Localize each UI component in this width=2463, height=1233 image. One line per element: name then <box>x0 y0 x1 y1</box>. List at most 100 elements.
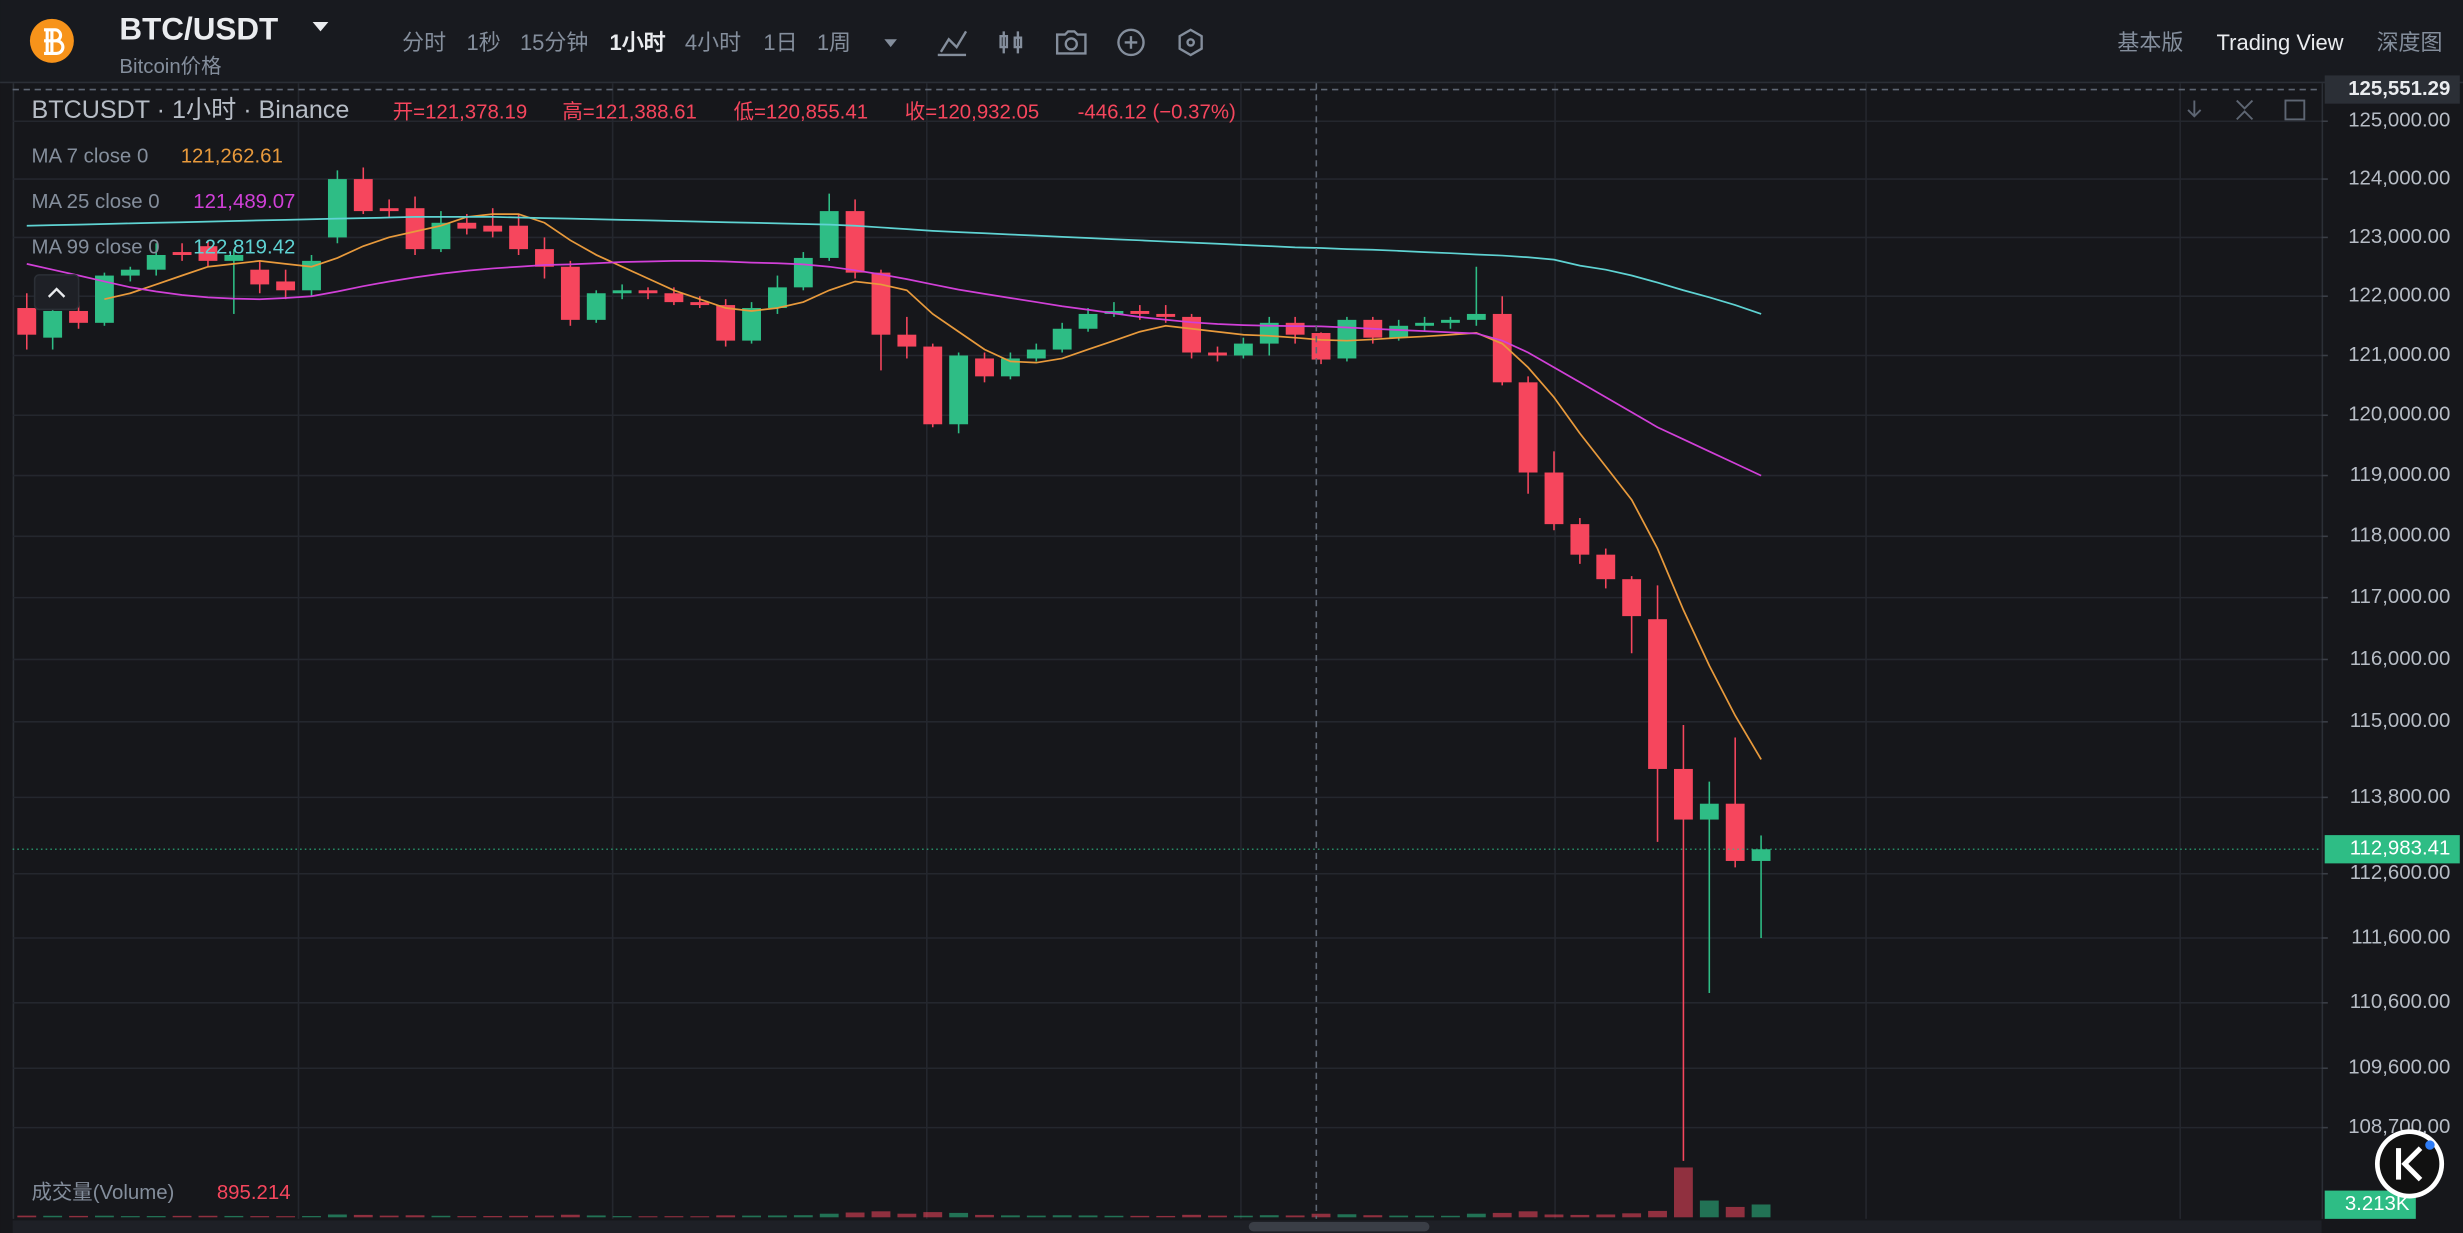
camera-icon[interactable] <box>1055 30 1087 55</box>
view-tab[interactable]: 深度图 <box>2377 30 2443 55</box>
volume-bar <box>43 1215 63 1218</box>
ma-legend-name: MA 99 close 0 <box>31 237 159 259</box>
interval-more[interactable] <box>884 39 897 48</box>
interval-tab[interactable]: 1周 <box>817 30 851 55</box>
volume-bar <box>250 1216 270 1218</box>
volume-bar <box>198 1215 218 1218</box>
candle-body <box>845 211 865 273</box>
interval-tab[interactable]: 1秒 <box>467 30 501 55</box>
candle-body <box>1441 319 1460 323</box>
candle-body <box>509 225 529 250</box>
volume-bar <box>1285 1215 1305 1218</box>
candle-body <box>69 310 88 323</box>
volume-bar <box>353 1214 373 1218</box>
y-tick-label: 118,000.00 <box>2350 525 2451 547</box>
y-tick-label: 122,000.00 <box>2348 285 2450 307</box>
volume-bar <box>1182 1214 1202 1218</box>
ohlc-info: 开=121,378.19 <box>393 101 527 123</box>
interval-tab[interactable]: 分时 <box>402 30 446 55</box>
subtitle[interactable]: Bitcoin价格 <box>119 55 221 78</box>
volume-bar <box>327 1214 347 1218</box>
volume-bar <box>431 1215 451 1218</box>
candle-body <box>327 179 347 238</box>
k-logo-glyph <box>2396 1146 2423 1182</box>
volume-bar <box>923 1212 943 1218</box>
candle-body <box>1570 524 1590 555</box>
y-tick-label: 113,800.00 <box>2350 786 2451 808</box>
candle-body <box>1751 849 1771 861</box>
candle-body <box>146 254 166 270</box>
volume-bar <box>612 1216 632 1218</box>
volume-bar <box>690 1216 710 1218</box>
add-icon[interactable] <box>1117 28 1145 57</box>
labels: 125,000.00 124,000.00 123,000.00 122,000.00… <box>31 75 2460 1219</box>
volume-bar <box>845 1212 865 1218</box>
line-chart-icon[interactable] <box>937 30 968 57</box>
volume-bar <box>1673 1167 1693 1218</box>
symbol[interactable]: BTC/USDT <box>119 12 278 47</box>
candle-body <box>353 179 373 212</box>
candle-body <box>1078 313 1098 329</box>
candle-body <box>742 308 761 341</box>
volume-bar <box>1233 1215 1253 1218</box>
collapse-legend-button[interactable] <box>33 274 80 311</box>
y-tick-label: 120,000.00 <box>2348 404 2450 426</box>
candle-body <box>198 246 218 261</box>
volume-bar <box>1441 1215 1460 1218</box>
settings-icon[interactable] <box>1178 28 1203 57</box>
volume-bar <box>1000 1215 1020 1218</box>
candle-body <box>949 355 969 425</box>
volume-bar <box>1415 1215 1434 1218</box>
ohlc-info: -446.12 (−0.37%) <box>1078 101 1236 123</box>
candle-body <box>1596 554 1616 580</box>
volume-bar <box>95 1215 114 1218</box>
interval-tab[interactable]: 1小时 <box>610 30 666 55</box>
candle-body <box>1518 382 1538 473</box>
volume-bar <box>664 1216 684 1218</box>
candle-body <box>1052 328 1072 350</box>
window-icon[interactable] <box>2284 99 2306 121</box>
symbol-dropdown[interactable] <box>312 21 329 32</box>
candle-body <box>431 222 451 250</box>
scrollbar-thumb[interactable] <box>1248 1222 1430 1232</box>
collapse-icon[interactable] <box>2236 99 2254 121</box>
ma-legend-name: MA 7 close 0 <box>31 145 148 167</box>
candle-body <box>483 225 503 232</box>
download-icon[interactable] <box>2187 100 2202 118</box>
volume-bar <box>1026 1215 1046 1218</box>
volume-bar <box>1466 1213 1486 1218</box>
y-tick-label: 110,600.00 <box>2350 991 2451 1013</box>
volume-bar <box>742 1215 761 1218</box>
view-tab[interactable]: 基本版 <box>2117 30 2183 55</box>
candle-body <box>1337 319 1357 359</box>
interval-tab[interactable]: 15分钟 <box>520 30 588 55</box>
volume-bar <box>224 1215 244 1218</box>
add-icon-plus <box>1124 36 1138 49</box>
view-tab[interactable]: Trading View <box>2217 30 2344 55</box>
volume-bar <box>1622 1213 1642 1218</box>
candle-body <box>664 293 684 303</box>
candle-body <box>586 293 606 320</box>
candle-body <box>1259 322 1279 344</box>
candle-icon[interactable] <box>999 31 1023 54</box>
volume-bar <box>1492 1212 1512 1218</box>
candle-body <box>1492 313 1512 383</box>
candle-body <box>923 346 943 425</box>
last-price-box <box>2324 835 2460 864</box>
ohlc-info: 高=121,388.61 <box>562 100 696 123</box>
candle-body <box>897 334 917 347</box>
candle-body <box>276 281 296 291</box>
k-logo[interactable] <box>2374 1129 2445 1199</box>
interval-tab[interactable]: 4小时 <box>685 30 741 55</box>
logo-glyph <box>44 28 65 55</box>
volume-bar <box>1078 1215 1098 1218</box>
last-price-label: 112,983.41 <box>2350 838 2451 860</box>
volume-bar <box>1544 1214 1564 1218</box>
candle-body <box>819 211 839 258</box>
volume-legend-name: 成交量(Volume) <box>31 1181 174 1204</box>
interval-tab[interactable]: 1日 <box>763 30 797 55</box>
candle-body <box>1285 322 1305 335</box>
volume-bar <box>1751 1204 1771 1218</box>
